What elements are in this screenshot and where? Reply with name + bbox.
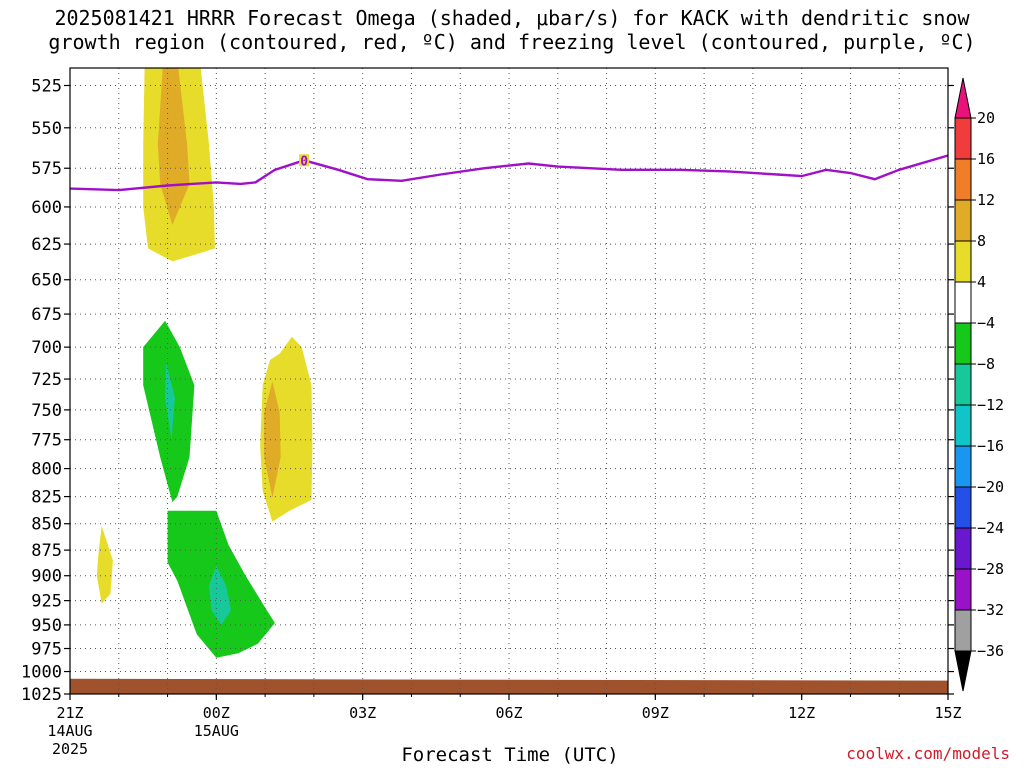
x-tick-label: 15Z: [934, 704, 961, 722]
colorbar-label: 20: [977, 109, 995, 127]
contour-label-bg: [299, 154, 310, 167]
y-tick-label: 700: [31, 338, 62, 358]
y-tick-label: 875: [31, 541, 62, 561]
colorbar: 20 16 12 8 4 −4 −8 −12 −16 −20 −24 −28 −32 −36: [954, 77, 1004, 692]
y-tick-label: 800: [31, 460, 62, 480]
x-tick-label: 09Z: [642, 704, 669, 722]
y-tick-label: 825: [31, 488, 62, 508]
colorbar-box: [954, 404, 972, 447]
y-tick-label: 525: [31, 76, 62, 96]
colorbar-label: −36: [977, 642, 1004, 660]
y-tick-label: 600: [31, 198, 62, 218]
omega-region-6: [165, 362, 175, 440]
colorbar-label: −28: [977, 560, 1004, 578]
colorbar-box: [954, 322, 972, 365]
omega-region-4: [96, 525, 113, 604]
colorbar-label: −8: [977, 355, 995, 373]
freezing-level-line: [69, 154, 949, 192]
credit-link[interactable]: coolwx.com/models: [846, 744, 1010, 763]
colorbar-box: [954, 363, 972, 406]
colorbar-label: −20: [977, 478, 1004, 496]
y-tick-label: 925: [31, 592, 62, 612]
colorbar-box: [954, 568, 972, 611]
x-tick-label: 12Z: [788, 704, 815, 722]
chart-title: 2025081421 HRRR Forecast Omega (shaded, …: [0, 6, 1024, 54]
colorbar-box: [954, 527, 972, 570]
colorbar-label: −16: [977, 437, 1004, 455]
x-tick-label: 21Z: [56, 704, 83, 722]
colorbar-label: 12: [977, 191, 995, 209]
colorbar-label: 4: [977, 273, 986, 291]
chart-title-line1: 2025081421 HRRR Forecast Omega (shaded, …: [54, 6, 970, 30]
y-tick-label: 725: [31, 370, 62, 390]
axis-layer: 525 550 575 600 625 650 675 700 725 750 775 800 825 8…: [21, 67, 962, 758]
colorbar-label: −4: [977, 314, 995, 332]
colorbar-box: [954, 486, 972, 529]
colorbar-box: [954, 609, 972, 652]
omega-region-8: [209, 565, 231, 625]
x-tick-label: 03Z: [349, 704, 376, 722]
y-tick-label: 975: [31, 640, 62, 660]
x-tick-year: 2025: [52, 740, 88, 758]
colorbar-box: [954, 240, 972, 283]
colorbar-box: [954, 445, 972, 488]
colorbar-box: [954, 199, 972, 242]
colorbar-box: [954, 281, 972, 324]
y-tick-label: 550: [31, 119, 62, 139]
omega-shading-layer: [70, 68, 948, 694]
colorbar-box: [954, 158, 972, 201]
y-tick-label: 575: [31, 159, 62, 179]
contour-label: 0: [300, 154, 308, 169]
y-tick-label: 650: [31, 271, 62, 291]
surface-terrain: [70, 678, 948, 694]
colorbar-box: [954, 117, 972, 160]
omega-region-3: [264, 381, 281, 498]
x-tick-date: 14AUG: [47, 722, 92, 740]
y-tick-label: 675: [31, 305, 62, 325]
colorbar-label: 16: [977, 150, 995, 168]
y-tick-label: 850: [31, 515, 62, 535]
chart-title-line2: growth region (contoured, red, ºC) and f…: [48, 30, 976, 54]
contour-line-layer: 0: [69, 154, 949, 192]
colorbar-label: −24: [977, 519, 1004, 537]
y-tick-label: 1025: [21, 685, 62, 705]
colorbar-bottom-arrow: [954, 650, 972, 692]
colorbar-top-arrow: [954, 77, 972, 119]
colorbar-label: −12: [977, 396, 1004, 414]
y-tick-label: 900: [31, 567, 62, 587]
y-tick-label: 775: [31, 431, 62, 451]
y-tick-label: 1000: [21, 663, 62, 683]
x-tick-label: 06Z: [495, 704, 522, 722]
y-tick-label: 950: [31, 616, 62, 636]
y-tick-label: 625: [31, 235, 62, 255]
x-axis-title: Forecast Time (UTC): [401, 744, 619, 766]
colorbar-label: −32: [977, 601, 1004, 619]
y-tick-label: 750: [31, 401, 62, 421]
x-tick-label: 00Z: [203, 704, 230, 722]
colorbar-label: 8: [977, 232, 986, 250]
x-tick-date: 15AUG: [194, 722, 239, 740]
